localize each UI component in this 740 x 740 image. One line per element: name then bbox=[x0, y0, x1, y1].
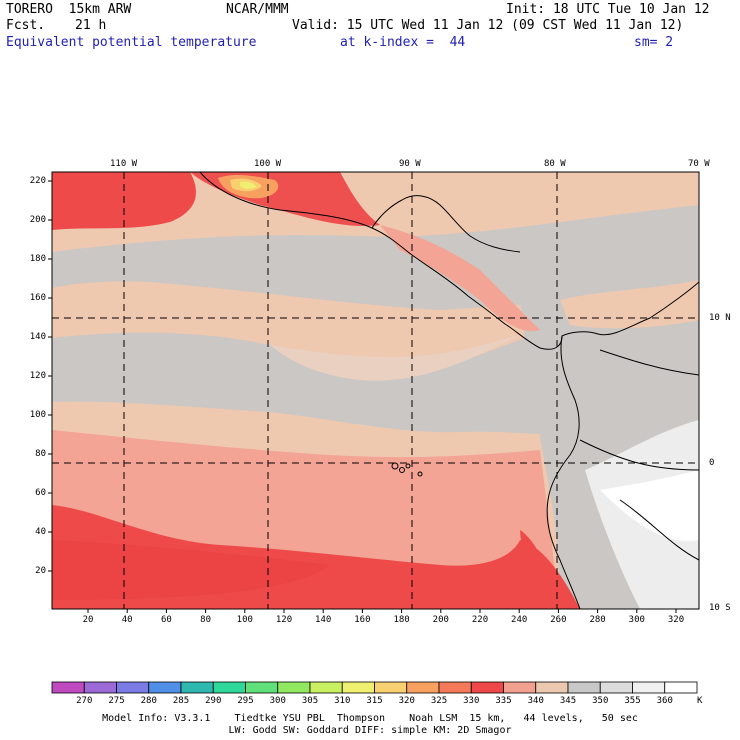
y-tick-label: 220 bbox=[29, 176, 46, 186]
x-tick-label: 100 bbox=[236, 615, 253, 625]
colorbar-tick-label: 275 bbox=[108, 696, 125, 706]
lon-label-90w: 90 W bbox=[399, 159, 421, 169]
x-tick-label: 240 bbox=[511, 615, 528, 625]
colorbar-swatch bbox=[277, 681, 311, 694]
colorbar-swatch bbox=[406, 681, 440, 694]
colorbar-swatch bbox=[309, 681, 343, 694]
model-title: TORERO 15km ARW bbox=[6, 2, 132, 17]
x-tick-label: 300 bbox=[628, 615, 645, 625]
field-name: Equivalent potential temperature bbox=[6, 35, 257, 50]
colorbar-tick-label: 295 bbox=[237, 696, 254, 706]
colorbar-swatch bbox=[116, 681, 150, 694]
x-tick-label: 140 bbox=[315, 615, 332, 625]
colorbar-swatch bbox=[438, 681, 472, 694]
colorbar-tick-label: 355 bbox=[624, 696, 641, 706]
y-tick-label: 180 bbox=[29, 254, 46, 264]
colorbar-swatch bbox=[632, 681, 666, 694]
colorbar-tick-label: 320 bbox=[398, 696, 415, 706]
colorbar-swatch bbox=[470, 681, 504, 694]
colorbar-swatch bbox=[83, 681, 117, 694]
forecast-label: Fcst. bbox=[6, 18, 46, 33]
colorbar-swatch bbox=[535, 681, 569, 694]
theta-e-field bbox=[52, 172, 699, 609]
y-tick-label: 200 bbox=[29, 215, 46, 225]
colorbar-swatch bbox=[374, 681, 408, 694]
colorbar bbox=[51, 681, 698, 694]
colorbar-swatch bbox=[245, 681, 279, 694]
x-tick-label: 120 bbox=[275, 615, 293, 625]
model-center: NCAR/MMM bbox=[226, 2, 289, 17]
colorbar-tick-label: 305 bbox=[301, 696, 319, 706]
y-tick-label: 160 bbox=[29, 293, 46, 303]
model-info-line2: LW: Godd SW: Goddard DIFF: simple KM: 2D… bbox=[228, 725, 512, 736]
x-tick-label: 220 bbox=[471, 615, 489, 625]
x-tick-label: 40 bbox=[121, 615, 133, 625]
graticule bbox=[52, 172, 699, 609]
colorbar-tick-label: 315 bbox=[366, 696, 383, 706]
plot-frame bbox=[51, 171, 700, 610]
colorbar-tick-label: 345 bbox=[559, 696, 577, 706]
x-tick-label: 320 bbox=[667, 615, 685, 625]
colorbar-tick-label: 325 bbox=[430, 696, 448, 706]
y-tick-label: 60 bbox=[35, 488, 46, 498]
colorbar-tick-label: 290 bbox=[205, 696, 222, 706]
lat-label-10n: 10 N bbox=[709, 313, 731, 323]
colorbar-swatch bbox=[664, 681, 698, 694]
x-tick-label: 180 bbox=[393, 615, 410, 625]
x-tick-label: 80 bbox=[200, 615, 212, 625]
x-tick-label: 160 bbox=[354, 615, 371, 625]
x-tick-label: 60 bbox=[160, 615, 172, 625]
y-tick-label: 120 bbox=[29, 371, 46, 381]
colorbar-tick-label: 270 bbox=[76, 696, 93, 706]
colorbar-swatch bbox=[567, 681, 601, 694]
colorbar-swatch bbox=[599, 681, 633, 694]
lon-label-110w: 110 W bbox=[110, 159, 138, 169]
y-tick-label: 100 bbox=[29, 410, 46, 420]
colorbar-tick-label: 350 bbox=[592, 696, 609, 706]
valid-time: Valid: 15 UTC Wed 11 Jan 12 (09 CST Wed … bbox=[292, 18, 684, 33]
colorbar-tick-label: 340 bbox=[527, 696, 544, 706]
smoothing-value: sm= 2 bbox=[634, 35, 674, 50]
colorbar-swatch bbox=[341, 681, 375, 694]
colorbar-swatch bbox=[212, 681, 246, 694]
colorbar-tick-label: 300 bbox=[269, 696, 286, 706]
y-tick-label: 140 bbox=[29, 332, 46, 342]
lat-label-0: 0 bbox=[709, 458, 715, 468]
colorbar-tick-label: 310 bbox=[334, 696, 351, 706]
colorbar-unit: K bbox=[697, 696, 703, 706]
model-info-line1: Model Info: V3.3.1 Tiedtke YSU PBL Thomp… bbox=[102, 713, 638, 724]
coastline bbox=[199, 172, 699, 609]
galapagos-islands bbox=[391, 462, 423, 477]
lon-label-70w: 70 W bbox=[688, 159, 710, 169]
x-tick-label: 20 bbox=[82, 615, 94, 625]
colorbar-tick-label: 285 bbox=[172, 696, 190, 706]
colorbar-tick-label: 335 bbox=[495, 696, 512, 706]
colorbar-tick-label: 330 bbox=[463, 696, 480, 706]
level-index: at k-index = 44 bbox=[340, 35, 466, 50]
y-tick-label: 20 bbox=[35, 566, 46, 576]
y-tick-label: 40 bbox=[35, 527, 46, 537]
colorbar-swatch bbox=[148, 681, 182, 694]
colorbar-swatch bbox=[180, 681, 214, 694]
x-tick-label: 260 bbox=[550, 615, 567, 625]
colorbar-swatch bbox=[503, 681, 537, 694]
forecast-hour: 21 h bbox=[75, 18, 107, 33]
y-tick-label: 80 bbox=[35, 449, 46, 459]
lon-label-80w: 80 W bbox=[544, 159, 566, 169]
colorbar-tick-label: 360 bbox=[656, 696, 673, 706]
colorbar-tick-label: 280 bbox=[140, 696, 157, 706]
x-tick-label: 200 bbox=[432, 615, 449, 625]
lat-label-10s: 10 S bbox=[709, 603, 731, 613]
x-tick-label: 280 bbox=[589, 615, 606, 625]
lon-label-100w: 100 W bbox=[254, 159, 282, 169]
colorbar-swatch bbox=[51, 681, 85, 694]
init-time: Init: 18 UTC Tue 10 Jan 12 bbox=[506, 2, 710, 17]
